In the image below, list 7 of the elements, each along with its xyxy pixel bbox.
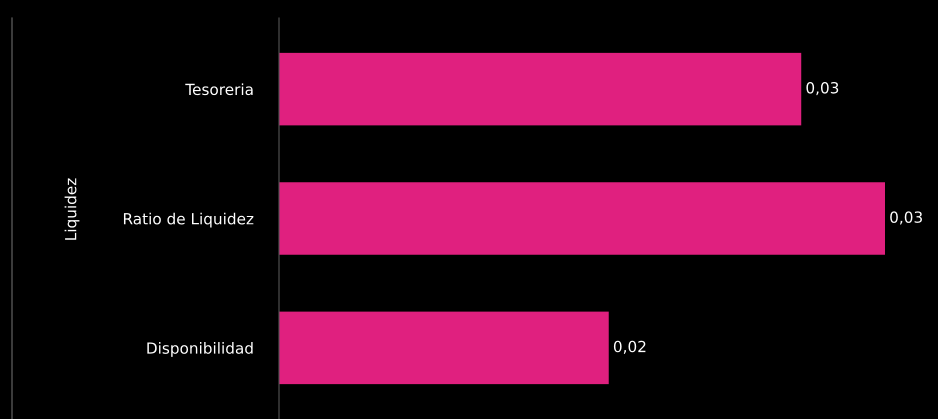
data-label: 0,03 — [890, 211, 922, 224]
data-label: 0,03 — [806, 82, 838, 96]
y-axis-title: Liquidez — [64, 178, 80, 240]
data-label: 0,02 — [614, 340, 646, 354]
y-tick-label: Disponibilidad — [147, 342, 253, 357]
y-tick-label: Ratio de Liquidez — [124, 212, 254, 228]
y-tick-label: Tesoreria — [185, 83, 253, 96]
